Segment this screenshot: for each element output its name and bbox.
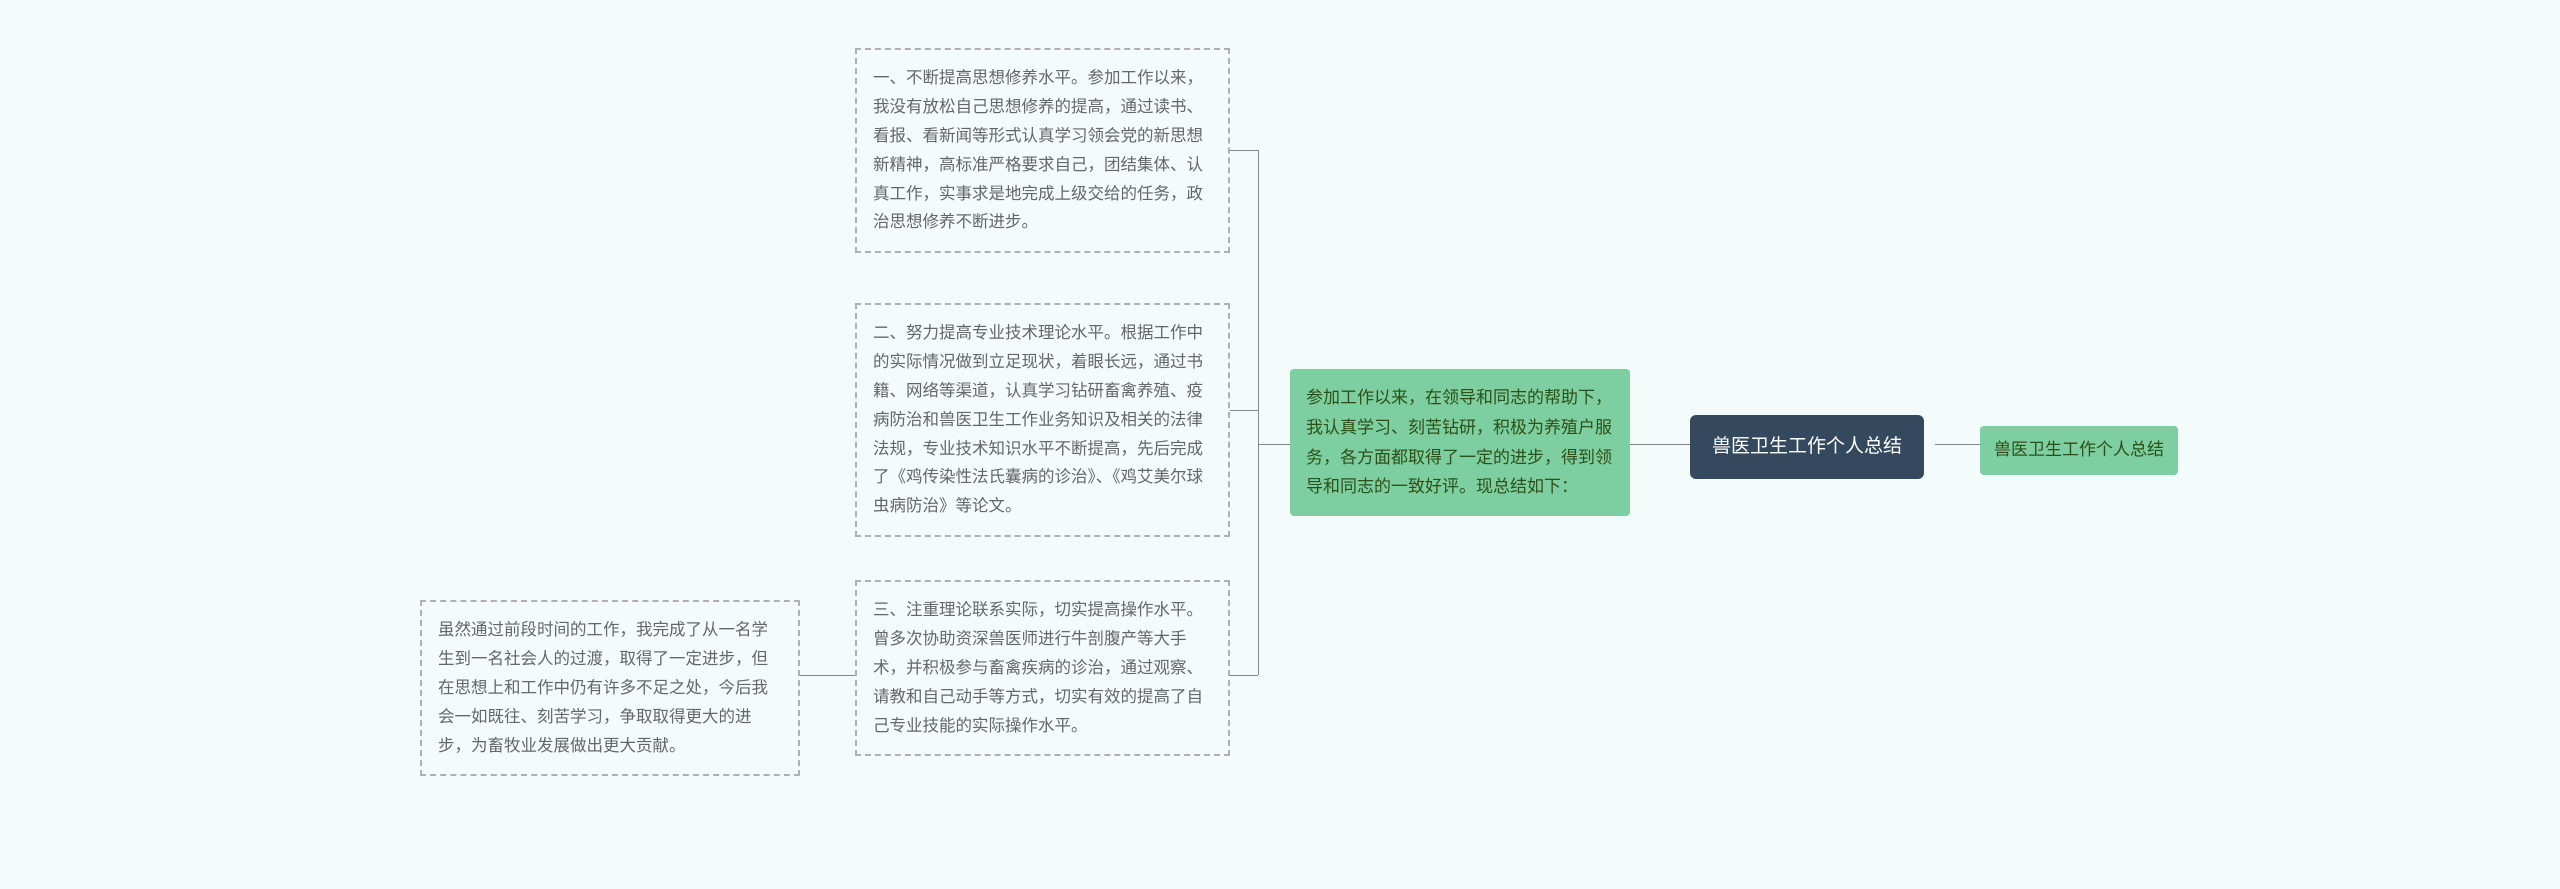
leaf-node-2[interactable]: 二、努力提高专业技术理论水平。根据工作中的实际情况做到立足现状，着眼长远，通过书… [855,303,1230,537]
right-branch-node[interactable]: 兽医卫生工作个人总结 [1980,426,2178,475]
leaf-node-3[interactable]: 三、注重理论联系实际，切实提高操作水平。曾多次协助资深兽医师进行牛剖腹产等大手术… [855,580,1230,756]
connector [1230,150,1258,151]
root-node[interactable]: 兽医卫生工作个人总结 [1690,415,1924,479]
connector [800,675,855,676]
connector [1258,444,1290,445]
connector [1258,150,1259,675]
connector [1230,410,1258,411]
conclusion-node[interactable]: 虽然通过前段时间的工作，我完成了从一名学生到一名社会人的过渡，取得了一定进步，但… [420,600,800,776]
connector [1935,444,1980,445]
connector [1630,444,1690,445]
intro-node[interactable]: 参加工作以来，在领导和同志的帮助下，我认真学习、刻苦钻研，积极为养殖户服务，各方… [1290,369,1630,516]
leaf-node-1[interactable]: 一、不断提高思想修养水平。参加工作以来，我没有放松自己思想修养的提高，通过读书、… [855,48,1230,253]
connector [1230,675,1258,676]
